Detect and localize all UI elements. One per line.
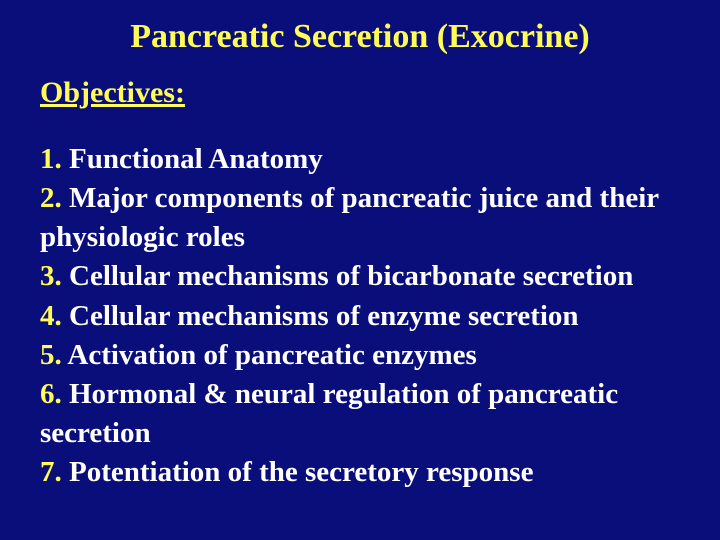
list-item: Cellular mechanisms of enzyme secretion	[62, 300, 579, 332]
list-item: Hormonal & neural regulation of pancreat…	[40, 378, 618, 449]
list-item: Potentiation of the secretory response	[62, 456, 534, 488]
objectives-list: 1. Functional Anatomy 2. Major component…	[40, 140, 680, 492]
list-number: 7.	[40, 456, 62, 488]
list-number: 3.	[40, 260, 62, 292]
list-number: 2.	[40, 182, 62, 214]
list-item: Major components of pancreatic juice and…	[40, 182, 659, 253]
slide: Pancreatic Secretion (Exocrine) Objectiv…	[0, 0, 720, 540]
list-number: 5.	[40, 339, 62, 371]
list-number: 4.	[40, 300, 62, 332]
list-item: Functional Anatomy	[62, 143, 323, 175]
list-number: 6.	[40, 378, 62, 410]
slide-title: Pancreatic Secretion (Exocrine)	[40, 18, 680, 56]
list-item: Cellular mechanisms of bicarbonate secre…	[62, 260, 634, 292]
objectives-heading: Objectives:	[40, 76, 680, 110]
list-item: Activation of pancreatic enzymes	[62, 339, 477, 371]
list-number: 1.	[40, 143, 62, 175]
